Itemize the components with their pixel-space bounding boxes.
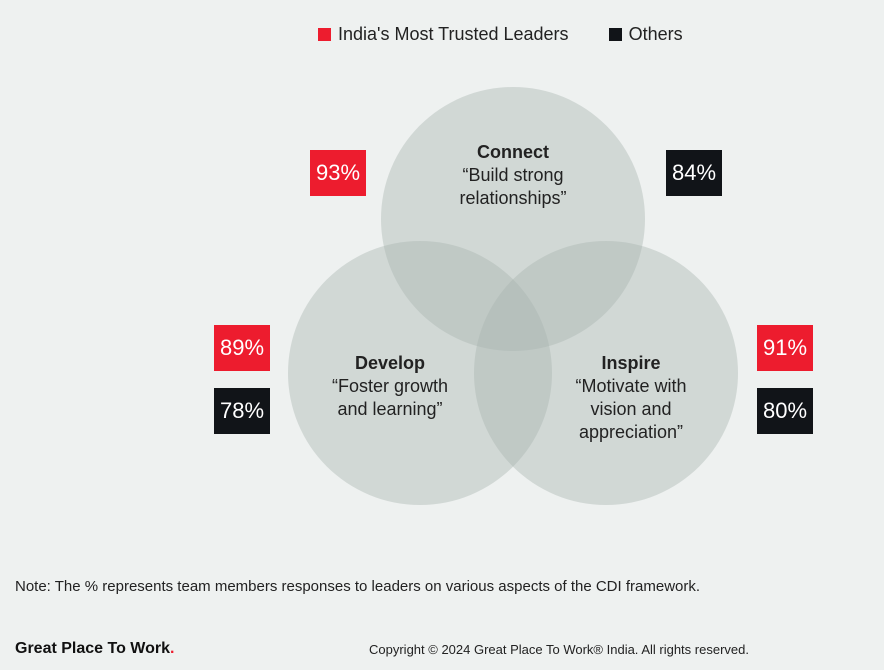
connect-quote-line1: “Build strong — [462, 165, 564, 185]
circle-inspire — [474, 241, 738, 505]
legend-label-trusted: India's Most Trusted Leaders — [338, 24, 569, 44]
inspire-title: Inspire — [601, 353, 661, 373]
copyright: Copyright © 2024 Great Place To Work® In… — [369, 642, 749, 657]
inspire-quote-line2: vision and — [590, 399, 672, 419]
inspire-others-badge: 80% — [757, 388, 813, 434]
inspire-quote-line1: “Motivate with — [575, 376, 687, 396]
circle-connect — [381, 87, 645, 351]
connect-label: Connect “Build strong relationships” — [413, 141, 613, 210]
legend-item-others: Others — [608, 24, 683, 45]
connect-trusted-badge: 93% — [310, 150, 366, 196]
legend-item-trusted: India's Most Trusted Leaders — [318, 24, 569, 45]
circle-develop — [288, 241, 552, 505]
legend-swatch-others — [608, 28, 622, 41]
develop-title: Develop — [354, 353, 426, 373]
brand-logo: Great Place To Work. — [15, 640, 174, 658]
venn-diagram — [288, 87, 738, 505]
inspire-label: Inspire “Motivate with vision and apprec… — [531, 352, 731, 444]
inspire-quote-line3: appreciation” — [578, 422, 684, 442]
legend-swatch-trusted — [318, 28, 331, 41]
develop-quote-line1: “Foster growth — [331, 376, 449, 396]
legend-label-others: Others — [628, 24, 683, 44]
connect-title: Connect — [477, 142, 549, 162]
connect-others-badge: 84% — [666, 150, 722, 196]
brand-name: Great Place To Work — [15, 640, 171, 657]
brand-mark: . — [170, 640, 175, 657]
footnote: Note: The % represents team members resp… — [15, 578, 701, 595]
inspire-trusted-badge: 91% — [757, 325, 813, 371]
legend: India's Most Trusted Leaders Others — [318, 24, 723, 45]
develop-label: Develop “Foster growth and learning” — [290, 352, 490, 421]
develop-quote-line2: and learning” — [337, 399, 443, 419]
develop-others-badge: 78% — [214, 388, 270, 434]
develop-trusted-badge: 89% — [214, 325, 270, 371]
connect-quote-line2: relationships” — [459, 188, 567, 208]
